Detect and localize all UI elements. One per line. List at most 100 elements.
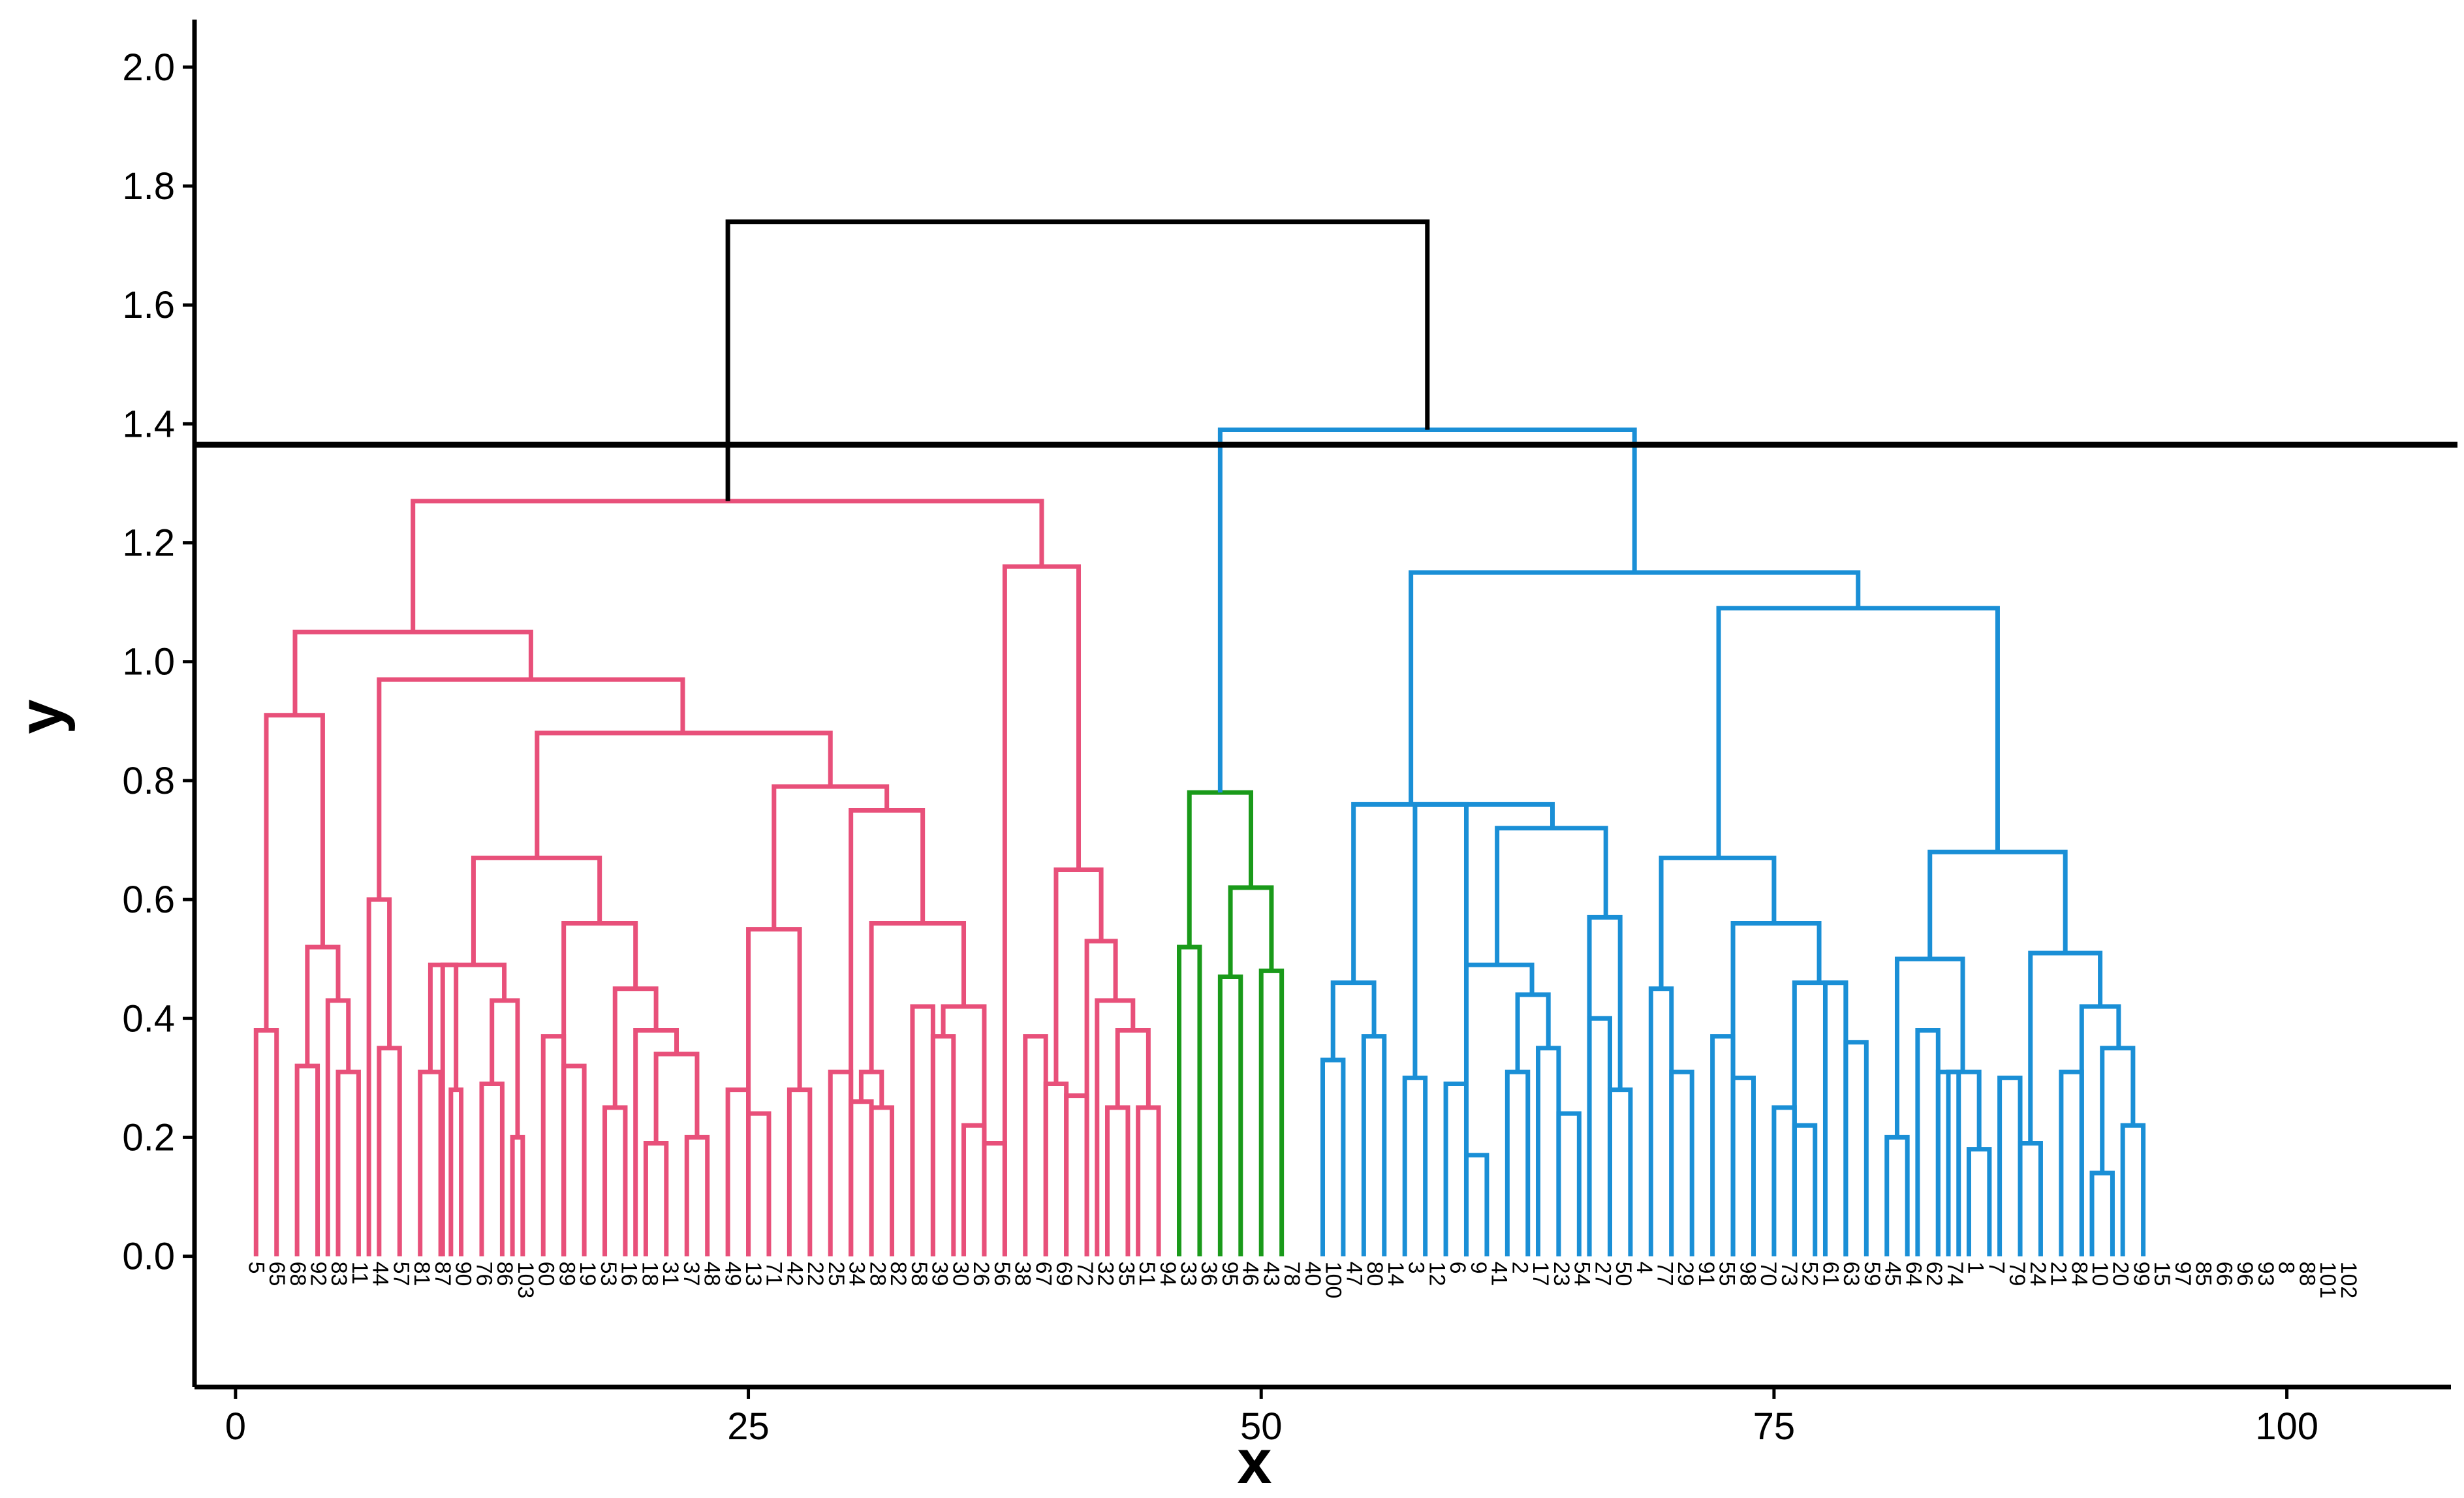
- leaf-label: 50: [1611, 1262, 1636, 1287]
- leaf-label: 62: [1922, 1262, 1946, 1287]
- leaf-label: 77: [1652, 1262, 1677, 1287]
- leaf-label: 85: [2191, 1262, 2216, 1287]
- leaf-label: 76: [471, 1262, 496, 1287]
- leaf-label: 68: [285, 1262, 310, 1287]
- leaf-label: 7: [1984, 1262, 2008, 1274]
- leaf-label: 5: [243, 1262, 268, 1274]
- leaf-label: 82: [886, 1262, 911, 1287]
- dendrogram-link: [1771, 1105, 1797, 1256]
- leaf-label: 102: [2336, 1262, 2361, 1299]
- dendrogram-link: [1064, 1093, 1089, 1256]
- axes: [192, 20, 2451, 1390]
- y-tick-label: 2.0: [122, 46, 175, 89]
- dendrogram-link: [561, 1063, 587, 1256]
- leaf-label: 65: [264, 1262, 289, 1287]
- leaf-label: 27: [1590, 1262, 1615, 1287]
- dendrogram-link: [1669, 1069, 1694, 1256]
- leaf-label: 57: [388, 1262, 413, 1287]
- dendrogram-link: [540, 1034, 567, 1256]
- leaf-label: 101: [2315, 1262, 2340, 1299]
- dendrogram-link: [1443, 1081, 1469, 1256]
- x-tick-label: 100: [2255, 1405, 2318, 1448]
- dendrogram-link: [2018, 1141, 2043, 1256]
- x-tick-label: 50: [1240, 1405, 1283, 1448]
- leaf-label: 44: [368, 1262, 393, 1287]
- leaf-label: 89: [554, 1262, 579, 1287]
- dendrogram-link: [1607, 1087, 1633, 1256]
- leaf-label: 26: [969, 1262, 993, 1287]
- leaf-label: 20: [2108, 1262, 2133, 1287]
- dendrogram-link: [1894, 956, 1965, 1138]
- dendrogram-link: [305, 944, 341, 1067]
- dendrogram-link: [418, 1069, 443, 1256]
- leaf-label: 48: [700, 1262, 725, 1287]
- leaf-label: 25: [824, 1262, 849, 1287]
- dendrogram-link: [2059, 1069, 2084, 1256]
- dendrogram-link: [869, 1105, 895, 1256]
- leaf-label: 9: [1466, 1262, 1491, 1274]
- leaf-label: 71: [762, 1262, 787, 1287]
- dendrogram-link: [653, 1052, 700, 1144]
- leaf-label: 21: [2046, 1262, 2071, 1287]
- leaf-label: 6: [1445, 1262, 1470, 1274]
- leaf-label: 42: [782, 1262, 807, 1287]
- y-tick-label: 0.8: [122, 760, 175, 802]
- leaf-label: 2: [1507, 1262, 1532, 1274]
- leaf-label: 92: [305, 1262, 330, 1287]
- dendrogram-link: [725, 219, 1430, 501]
- leaf-label: 86: [492, 1262, 517, 1287]
- leaf-label: 45: [1880, 1262, 1905, 1287]
- dendrogram-link: [377, 677, 685, 900]
- y-tick-label: 1.2: [122, 522, 175, 565]
- leaf-label: 59: [1860, 1262, 1884, 1287]
- leaf-label: 19: [575, 1262, 600, 1287]
- leaf-label: 34: [845, 1262, 869, 1287]
- dendrogram-link: [1053, 867, 1104, 1084]
- dendrogram-link: [1023, 1034, 1048, 1256]
- y-tick-label: 1.0: [122, 641, 175, 683]
- dendrogram-link: [1217, 428, 1637, 793]
- x-axis-title: x: [1237, 1427, 1271, 1497]
- leaf-label: 46: [1238, 1262, 1263, 1287]
- leaf-label: 49: [720, 1262, 745, 1287]
- leaf-label: 78: [1279, 1262, 1304, 1287]
- leaf-label: 64: [1901, 1262, 1926, 1287]
- leaf-label: 12: [1424, 1262, 1449, 1287]
- leaf-label: 98: [1735, 1262, 1760, 1287]
- dendrogram-link: [2028, 950, 2103, 1144]
- dendrogram-link: [1320, 1057, 1346, 1256]
- dendrogram-link: [1330, 980, 1377, 1061]
- y-tick-label: 1.8: [122, 165, 175, 208]
- dendrogram-link: [1966, 1147, 1992, 1256]
- dendrogram-link: [479, 1081, 505, 1256]
- dendrogram-link: [294, 1063, 320, 1256]
- dendrogram-link: [684, 1134, 710, 1256]
- leaf-labels: 5656892831144578187907686103608919531618…: [243, 1262, 2361, 1299]
- leaf-label: 43: [1258, 1262, 1283, 1287]
- dendrogram-link: [961, 1123, 987, 1256]
- dendrogram-link: [1463, 962, 1535, 1256]
- leaf-label: 40: [1300, 1262, 1325, 1287]
- leaf-label: 84: [2066, 1262, 2091, 1287]
- leaf-label: 69: [1052, 1262, 1076, 1287]
- leaf-label: 72: [1072, 1262, 1097, 1287]
- leaf-label: 83: [326, 1262, 351, 1287]
- leaf-label: 17: [1528, 1262, 1553, 1287]
- leaf-label: 29: [1673, 1262, 1698, 1287]
- dendrogram-link: [1587, 914, 1623, 1256]
- dendrogram-link: [535, 730, 833, 858]
- x-axis-ticks: 0 25 50 75 100: [225, 1387, 2318, 1448]
- leaf-label: 58: [907, 1262, 931, 1287]
- dendrogram-link: [253, 1027, 279, 1256]
- dendrogram-link: [725, 1087, 751, 1256]
- dendrogram-link: [1659, 855, 1777, 989]
- dendrogram-link: [787, 1087, 813, 1256]
- leaf-label: 93: [2253, 1262, 2278, 1287]
- dendrogram-link: [1946, 1069, 1982, 1256]
- dendrogram-link: [1792, 1123, 1818, 1256]
- dendrogram-link: [1084, 939, 1118, 1256]
- dendrogram-link: [335, 1069, 361, 1256]
- dendrogram-link: [448, 1087, 464, 1256]
